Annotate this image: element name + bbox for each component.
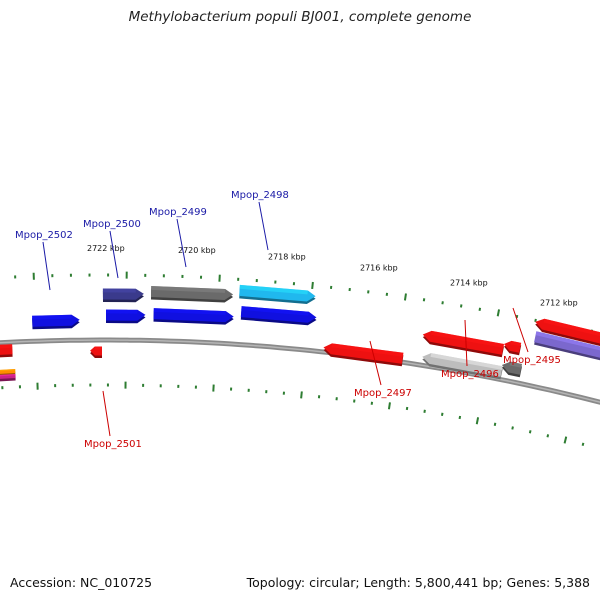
gene-mpop-2495b[interactable]	[534, 331, 600, 366]
label-leader	[42, 241, 51, 291]
gene-label-reverse[interactable]: Mpop_2496	[441, 369, 499, 380]
gene-mpop-2499-highlight	[151, 286, 226, 293]
inner-tick	[528, 430, 532, 434]
inner-tick	[546, 434, 550, 438]
label-leader	[176, 218, 187, 268]
gene-mpop-2497-highlight	[331, 343, 404, 357]
inner-tick	[475, 417, 480, 425]
gene-mpop-2495c[interactable]	[501, 361, 522, 378]
inner-tick	[581, 442, 585, 447]
gene-left-red-highlight	[0, 344, 13, 349]
gene-label-forward[interactable]: Mpop_2500	[83, 219, 141, 230]
gene-label-reverse[interactable]: Mpop_2501	[84, 439, 142, 450]
inner-tick	[458, 415, 462, 420]
outer-tick	[403, 293, 407, 301]
kbp-label: 2722 kbp	[87, 244, 125, 253]
genome-backbone-highlight	[0, 339, 600, 403]
gene-right-red-highlight	[543, 318, 600, 337]
kbp-label: 2718 kbp	[268, 253, 306, 262]
gene-mpop-2498b-highlight	[241, 306, 309, 316]
inner-tick	[493, 422, 497, 426]
label-leader	[464, 319, 468, 367]
label-leader	[258, 201, 269, 251]
gene-mpop-2500b[interactable]	[106, 309, 146, 324]
label-leader	[369, 340, 382, 386]
gene-label-reverse[interactable]: Mpop_2495	[503, 355, 561, 366]
gene-mpop-2499b-highlight	[153, 308, 226, 315]
gene-mpop-2495b-highlight	[535, 331, 600, 351]
accession-text: Accession: NC_010725	[10, 575, 153, 590]
gene-right-red-body	[535, 318, 600, 344]
outer-tick	[515, 314, 519, 319]
gene-right-red[interactable]	[535, 318, 600, 355]
gene-label-forward[interactable]: Mpop_2502	[15, 230, 73, 241]
gene-mpop-2499[interactable]	[151, 286, 234, 303]
gene-label-reverse[interactable]: Mpop_2497	[354, 388, 412, 399]
gene-mpop-2495-highlight	[510, 340, 522, 347]
gene-mpop-2497[interactable]	[323, 343, 404, 367]
gene-mpop-2498-highlight	[239, 284, 308, 295]
gene-mpop-2499b[interactable]	[153, 308, 234, 325]
gene-left-orange-highlight	[0, 369, 16, 372]
inner-tick	[440, 412, 444, 416]
label-leader	[512, 307, 529, 353]
kbp-label: 2720 kbp	[178, 246, 216, 255]
kbp-label: 2712 kbp	[540, 298, 578, 307]
gene-mpop-2501-highlight	[94, 346, 102, 350]
gene-mpop-2501[interactable]	[90, 346, 102, 359]
label-leader	[109, 230, 119, 279]
gene-label-forward[interactable]: Mpop_2498	[231, 190, 289, 201]
gene-left-magenta[interactable]	[0, 374, 16, 382]
gene-mpop-2498[interactable]	[239, 284, 316, 304]
outer-tick	[496, 309, 501, 317]
inner-tick	[387, 402, 391, 410]
map-title: Methylobacterium populi BJ001, complete …	[128, 9, 472, 25]
outer-tick	[459, 304, 463, 308]
gene-mpop-2500-highlight	[102, 288, 136, 293]
inner-tick	[511, 426, 514, 430]
gene-label-forward[interactable]: Mpop_2499	[149, 207, 207, 218]
kbp-label: 2716 kbp	[360, 264, 398, 273]
label-leader	[102, 390, 111, 437]
outer-tick	[311, 281, 314, 290]
gene-mpop-2502[interactable]	[32, 314, 80, 330]
topology-text: Topology: circular; Length: 5,800,441 bp…	[246, 575, 590, 590]
inner-tick	[563, 436, 568, 444]
gene-left-red[interactable]	[0, 344, 13, 358]
gene-mpop-2496[interactable]	[422, 330, 504, 358]
gene-mpop-2498b[interactable]	[240, 306, 317, 326]
outer-tick	[534, 318, 537, 323]
kbp-label: 2714 kbp	[450, 279, 488, 288]
gene-mpop-2500[interactable]	[102, 288, 144, 303]
gene-mpop-2495[interactable]	[504, 340, 522, 356]
outer-tick	[478, 307, 482, 311]
gene-mpop-2500b-highlight	[106, 309, 138, 314]
gene-mpop-2502-highlight	[32, 314, 72, 320]
gene-left-magenta-highlight	[0, 374, 16, 377]
gene-mpop-2496-highlight	[431, 330, 504, 348]
gene-mpop-2495c-highlight	[509, 361, 522, 368]
inner-tick	[300, 391, 303, 399]
